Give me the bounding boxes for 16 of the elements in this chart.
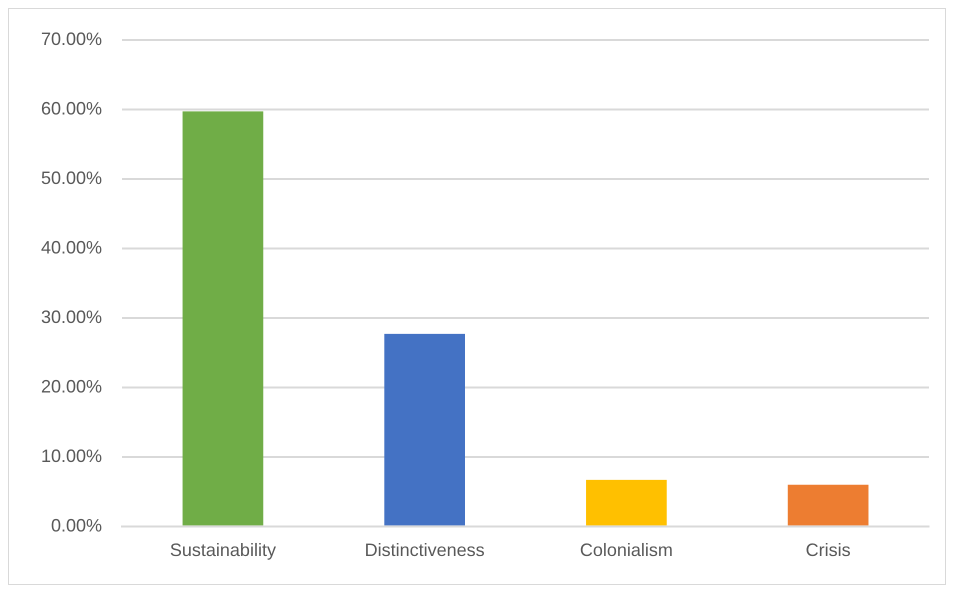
bar	[586, 480, 667, 526]
y-tick-label: 20.00%	[40, 376, 102, 396]
y-tick-label: 60.00%	[40, 98, 102, 118]
y-tick-label: 70.00%	[40, 28, 102, 49]
bar	[384, 334, 466, 526]
y-tick-label: 40.00%	[40, 237, 102, 258]
x-tick-label: Crisis	[806, 540, 851, 560]
y-tick-label: 30.00%	[40, 306, 102, 327]
x-tick-label: Distinctiveness	[364, 540, 485, 560]
x-tick-label: Colonialism	[580, 540, 673, 560]
bar	[788, 484, 868, 526]
y-tick-label: 10.00%	[40, 446, 102, 466]
y-tick-label: 0.00%	[51, 515, 102, 536]
y-tick-label: 50.00%	[40, 168, 102, 188]
x-tick-label: Sustainability	[170, 540, 276, 560]
bar	[182, 111, 264, 526]
